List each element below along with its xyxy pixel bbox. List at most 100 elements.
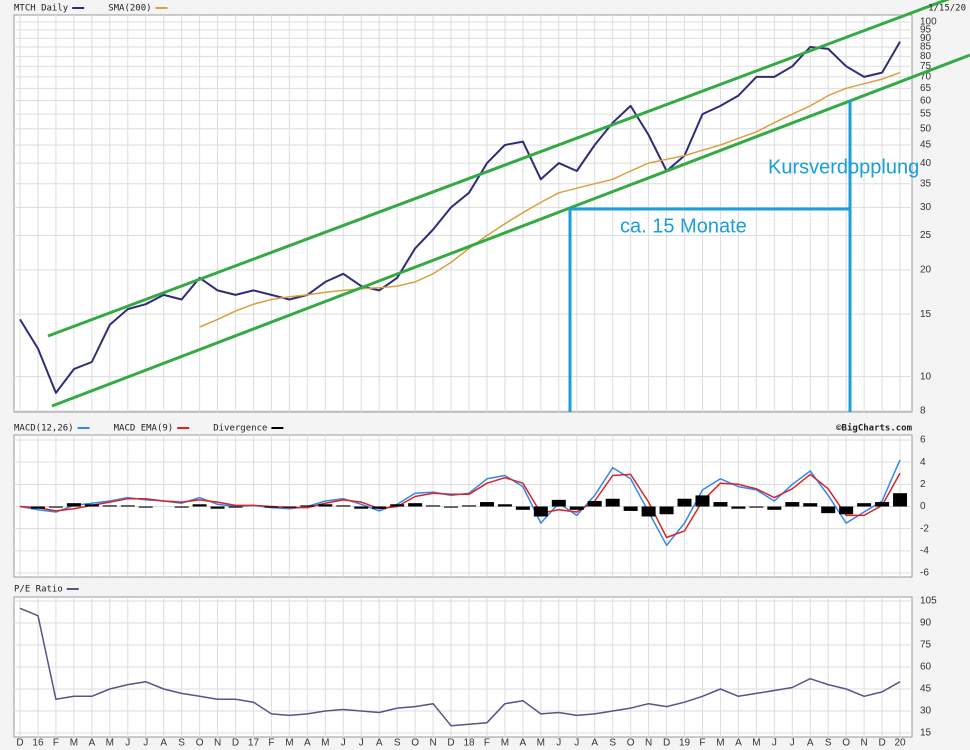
annotation: ca. 15 Monate [620,215,747,237]
x-tick-label: 17 [248,738,260,749]
x-tick-label: A [735,738,742,749]
y-tick-label: -4 [920,545,929,556]
x-tick-label: 20 [894,738,906,749]
divergence-bar [533,506,548,517]
x-tick-label: A [520,738,527,749]
divergence-bar [426,505,441,507]
y-tick-label: 30 [920,202,932,213]
overlay: Kursverdopplung ca. 15 Monate 1/15/20 ©B… [14,0,970,595]
y-tick-label: 80 [920,51,932,62]
divergence-bar [731,506,746,509]
x-tick-label: A [376,738,383,749]
y-tick-label: 4 [920,457,926,468]
x-tick-label: S [825,738,832,749]
legend-label: Divergence [213,424,267,434]
y-tick-label: 100 [920,17,937,28]
x-tick-label: D [663,738,670,749]
divergence-bar [713,502,728,507]
y-tick-label: 20 [920,265,932,276]
x-tick-label: N [429,738,436,749]
upper-channel-line [47,0,951,338]
y-tick-label: 75 [920,640,932,651]
y-tick-label: 45 [920,684,932,695]
series-line [19,472,901,539]
x-tick-label: M [752,738,760,749]
source-label: ©BigCharts.com [836,423,912,434]
divergence-bar [605,498,620,507]
divergence-bar [228,506,243,508]
y-tick-label: 60 [920,662,932,673]
divergence-bar [30,506,45,509]
date-label: 1/15/20 [928,4,966,14]
divergence-bar [515,506,530,510]
x-tick-label: A [89,738,96,749]
x-tick-label: 19 [679,738,691,749]
y-tick-label: 95 [920,25,932,36]
legend-label: SMA(200) [108,4,151,14]
x-tick-label: J [790,738,795,749]
x-tick-label: J [125,738,130,749]
y-tick-label: 10 [920,371,932,382]
divergence-bar [767,506,782,510]
y-tick-label: -6 [920,568,929,579]
series-line [19,607,901,727]
y-tick-label: 85 [920,42,932,53]
x-tick-label: J [574,738,579,749]
divergence-bar [803,503,818,507]
divergence-bar [408,503,423,507]
x-tick-label: J [556,738,561,749]
lower-channel-line [51,53,970,408]
x-tick-label: N [645,738,652,749]
divergence-bar [821,506,836,514]
x-tick-label: 16 [32,738,44,749]
divergence-bar [66,503,81,507]
x-tick-label: F [699,738,705,749]
divergence-bar [677,498,692,507]
divergence-bar [695,495,710,507]
divergence-bar [120,505,135,507]
x-tick-label: A [160,738,167,749]
x-tick-label: J [341,738,346,749]
y-tick-label: 90 [920,618,932,629]
y-tick-label: 60 [920,95,932,106]
divergence-bar [102,505,117,507]
series-line [19,41,901,394]
x-tick-label: A [591,738,598,749]
divergence-bar [300,505,315,507]
divergence-bar [641,506,656,517]
y-tick-label: 15 [920,309,932,320]
x-tick-label: J [772,738,777,749]
divergence-bar [857,503,872,507]
divergence-bar [444,506,459,508]
x-tick-label: M [537,738,545,749]
x-tick-label: D [232,738,239,749]
divergence-bar [875,502,890,507]
legend-label: MACD(12,26) [14,424,74,434]
divergence-bar [138,506,153,508]
x-tick-label: F [268,738,274,749]
x-tick-label: O [411,738,419,749]
y-tick-label: 0 [920,501,926,512]
x-tick-label: S [609,738,616,749]
divergence-bar [282,506,297,508]
legend-label: MTCH Daily [14,4,69,14]
x-tick-label: O [196,738,204,749]
x-tick-label: M [716,738,724,749]
panels: 8101520253035404550556065707580859095100… [13,14,937,749]
series-line [199,71,901,328]
y-tick-label: 65 [920,83,932,94]
y-tick-label: 15 [920,728,932,739]
y-tick-label: 35 [920,178,932,189]
y-tick-label: 6 [920,435,926,446]
divergence-bar [623,506,638,511]
y-tick-label: 25 [920,230,932,241]
legend-label: MACD EMA(9) [114,424,174,434]
x-tick-label: M [106,738,114,749]
y-tick-label: 55 [920,109,932,120]
x-tick-label: N [861,738,868,749]
x-tick-label: D [878,738,885,749]
divergence-bar [318,504,333,507]
x-tick-label: J [359,738,364,749]
y-tick-label: 30 [920,706,932,717]
